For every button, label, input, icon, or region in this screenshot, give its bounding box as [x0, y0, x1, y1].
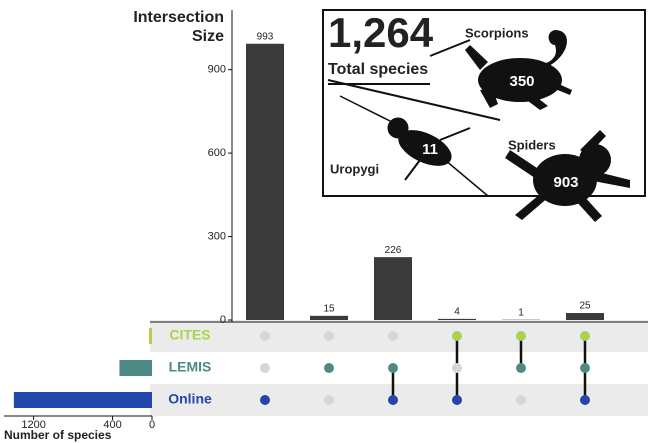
set-label: LEMIS — [169, 359, 212, 375]
membership-dot — [580, 363, 590, 373]
group-name: Spiders — [508, 137, 556, 152]
bar — [374, 257, 412, 320]
chart: 1,264 Total species Scorpions 350 Spider… — [0, 0, 648, 443]
empty-dot — [324, 331, 334, 341]
x-axis-title: Number of species — [4, 428, 112, 442]
y-tick-label: 600 — [208, 147, 226, 159]
set-tick-label: 400 — [103, 419, 121, 431]
bar — [310, 316, 348, 320]
y-tick-label: 300 — [208, 230, 226, 242]
empty-dot — [324, 395, 334, 405]
y-tick-label: 0 — [220, 314, 226, 326]
group-count: 350 — [509, 73, 534, 90]
set-label: CITES — [169, 327, 210, 343]
bar — [438, 319, 476, 320]
total-count: 1,264 — [328, 9, 434, 56]
set-tick-label: 1200 — [21, 419, 45, 431]
matrix-background — [150, 320, 648, 416]
total-label: Total species — [328, 61, 428, 78]
membership-dot — [516, 363, 526, 373]
membership-dot — [388, 395, 398, 405]
membership-dot — [388, 363, 398, 373]
inset: 1,264 Total species Scorpions 350 Spider… — [323, 9, 645, 222]
bar-label: 993 — [257, 31, 274, 42]
membership-dot — [452, 395, 462, 405]
membership-dot — [324, 363, 334, 373]
empty-dot — [452, 363, 462, 373]
bar-label: 226 — [385, 245, 402, 256]
membership-dot — [516, 331, 526, 341]
empty-dot — [388, 331, 398, 341]
set-label: Online — [168, 391, 212, 407]
empty-dot — [260, 363, 270, 373]
y-tick-label: 900 — [208, 64, 226, 76]
membership-dot — [452, 331, 462, 341]
set-bar — [14, 392, 152, 408]
bar-label: 1 — [518, 307, 524, 318]
set-bar — [149, 328, 152, 344]
empty-dot — [516, 395, 526, 405]
bar — [246, 44, 284, 320]
membership-dot — [580, 395, 590, 405]
group-name: Scorpions — [465, 25, 529, 40]
set-tick-label: 0 — [149, 419, 155, 431]
bar-label: 4 — [454, 307, 460, 318]
bar — [566, 313, 604, 320]
empty-dot — [260, 331, 270, 341]
bar-label: 25 — [579, 301, 591, 312]
membership-dot — [580, 331, 590, 341]
group-name: Uropygi — [330, 161, 379, 176]
row-band — [150, 384, 648, 416]
group-count: 11 — [422, 141, 438, 158]
membership-dot — [260, 395, 270, 405]
bar-label: 15 — [323, 303, 335, 314]
set-bar — [119, 360, 152, 376]
page: {"chart_data": {"type": "upset", "y_labe… — [0, 0, 648, 443]
group-count: 903 — [553, 174, 578, 191]
